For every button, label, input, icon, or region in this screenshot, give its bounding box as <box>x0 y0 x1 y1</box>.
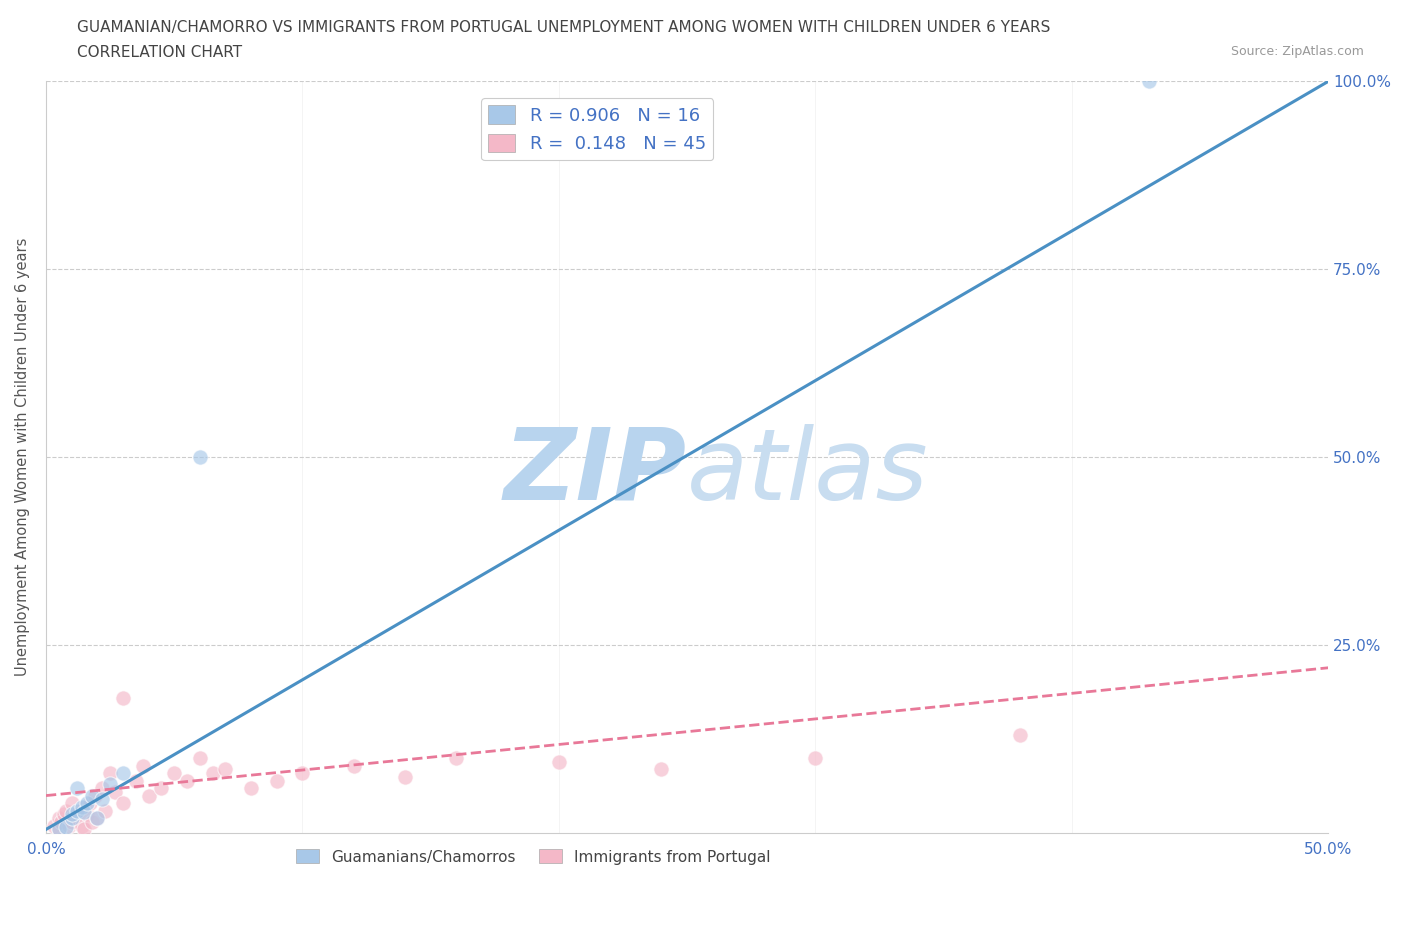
Point <box>104 784 127 799</box>
Point <box>66 804 89 818</box>
Point <box>91 780 114 795</box>
Point <box>63 811 86 826</box>
Point <box>79 796 101 811</box>
Point <box>201 765 224 780</box>
Point <box>1010 728 1032 743</box>
Point <box>150 780 173 795</box>
Point <box>343 758 366 773</box>
Point <box>67 804 90 818</box>
Point <box>73 804 96 819</box>
Point <box>55 819 77 834</box>
Point <box>291 765 314 780</box>
Text: Source: ZipAtlas.com: Source: ZipAtlas.com <box>1230 45 1364 58</box>
Point <box>1137 74 1160 89</box>
Point <box>73 822 96 837</box>
Point <box>52 807 75 822</box>
Point <box>58 818 80 833</box>
Point <box>266 773 288 788</box>
Point <box>394 769 416 784</box>
Point <box>60 815 83 830</box>
Point <box>188 751 211 765</box>
Point <box>86 811 108 826</box>
Point <box>55 804 77 818</box>
Text: atlas: atlas <box>688 424 929 521</box>
Point <box>76 807 98 822</box>
Point <box>446 751 468 765</box>
Point <box>98 777 121 791</box>
Point <box>188 450 211 465</box>
Point <box>82 788 104 803</box>
Legend: Guamanians/Chamorros, Immigrants from Portugal: Guamanians/Chamorros, Immigrants from Po… <box>290 844 776 870</box>
Point <box>214 762 236 777</box>
Point <box>66 780 89 795</box>
Point <box>60 807 83 822</box>
Point <box>163 765 186 780</box>
Point <box>48 811 70 826</box>
Point <box>176 773 198 788</box>
Point <box>86 811 108 826</box>
Point <box>98 765 121 780</box>
Point <box>132 758 155 773</box>
Point <box>804 751 827 765</box>
Point <box>138 788 160 803</box>
Point <box>240 780 263 795</box>
Point <box>42 818 65 833</box>
Point <box>83 788 105 803</box>
Point <box>94 804 117 818</box>
Point <box>111 765 134 780</box>
Y-axis label: Unemployment Among Women with Children Under 6 years: Unemployment Among Women with Children U… <box>15 238 30 676</box>
Point <box>70 800 93 815</box>
Point <box>111 690 134 705</box>
Text: GUAMANIAN/CHAMORRO VS IMMIGRANTS FROM PORTUGAL UNEMPLOYMENT AMONG WOMEN WITH CHI: GUAMANIAN/CHAMORRO VS IMMIGRANTS FROM PO… <box>77 20 1050 35</box>
Point <box>48 822 70 837</box>
Point <box>70 818 93 833</box>
Text: ZIP: ZIP <box>505 424 688 521</box>
Point <box>66 807 89 822</box>
Point <box>73 800 96 815</box>
Point <box>60 796 83 811</box>
Point <box>76 796 98 811</box>
Point <box>51 815 73 830</box>
Point <box>547 754 569 769</box>
Point <box>60 811 83 826</box>
Text: CORRELATION CHART: CORRELATION CHART <box>77 45 242 60</box>
Point <box>650 762 672 777</box>
Point <box>91 792 114 807</box>
Point <box>48 822 70 837</box>
Point <box>125 773 148 788</box>
Point <box>111 796 134 811</box>
Point <box>82 815 104 830</box>
